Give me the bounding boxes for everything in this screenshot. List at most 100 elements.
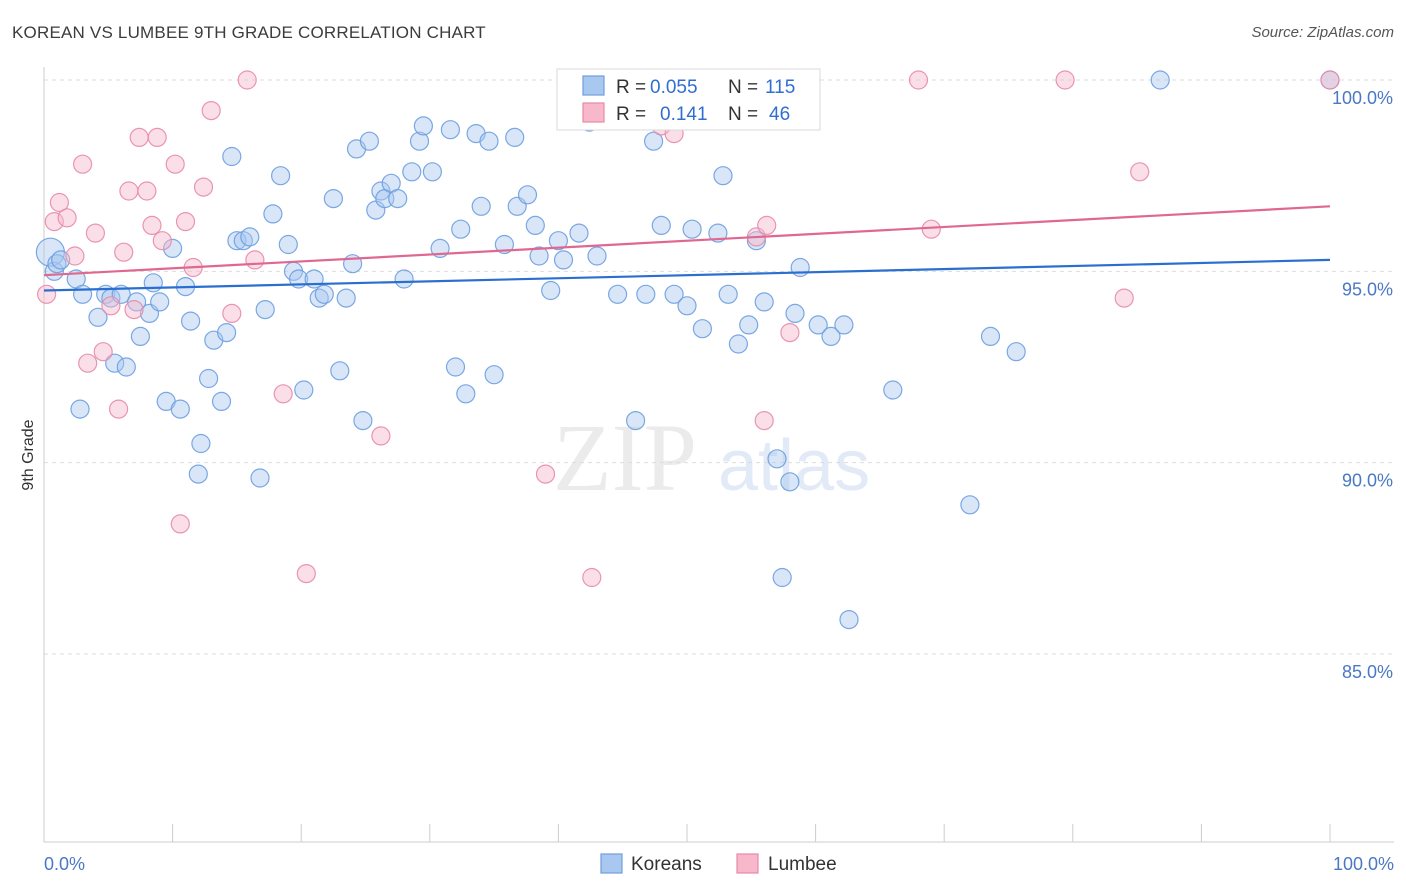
point-koreans	[105, 353, 125, 373]
point-koreans	[677, 296, 697, 316]
point-koreans	[718, 284, 738, 304]
point-koreans	[980, 326, 1001, 346]
point-koreans	[191, 433, 211, 454]
point-koreans	[278, 234, 298, 255]
point-koreans	[1006, 342, 1026, 362]
point-lumbee	[757, 215, 777, 235]
stats-legend-n-value-koreans: 115	[765, 77, 795, 98]
point-koreans	[636, 284, 656, 304]
trend-lines	[43, 205, 1331, 292]
point-lumbee	[201, 100, 221, 121]
point-lumbee	[49, 192, 70, 213]
point-lumbee	[152, 231, 172, 251]
watermark-zip: ZIP	[553, 404, 697, 511]
point-koreans	[713, 166, 733, 186]
point-koreans	[682, 219, 702, 239]
stats-legend-r-label-koreans: R =	[616, 77, 646, 98]
point-koreans	[525, 215, 545, 235]
point-koreans	[548, 231, 569, 251]
trend-line-koreans	[43, 258, 1331, 292]
point-koreans	[587, 246, 607, 266]
series-lumbee-points	[36, 70, 1340, 588]
y-tick-label: 90.0%	[1342, 471, 1393, 491]
point-koreans	[70, 399, 90, 419]
point-lumbee	[137, 181, 157, 201]
y-tick-label: 95.0%	[1342, 279, 1393, 299]
point-koreans	[728, 334, 749, 354]
point-koreans	[409, 131, 430, 151]
point-koreans	[883, 380, 903, 400]
x-axis-ticks	[43, 824, 1331, 842]
point-koreans	[821, 326, 841, 346]
point-koreans	[217, 323, 237, 343]
zipatlas-watermark: ZIP atlas	[553, 404, 870, 511]
point-lumbee	[108, 399, 129, 419]
point-lumbee	[245, 250, 265, 270]
point-lumbee	[78, 353, 98, 373]
point-koreans	[456, 384, 476, 404]
series-koreans-points	[35, 70, 1340, 630]
point-koreans	[494, 234, 514, 255]
point-lumbee	[535, 464, 556, 484]
point-koreans	[47, 254, 67, 274]
point-lumbee	[1114, 288, 1134, 308]
point-koreans	[188, 464, 208, 484]
point-koreans	[664, 284, 684, 304]
point-lumbee	[921, 219, 941, 239]
point-koreans	[569, 223, 589, 243]
stats-legend-r-value-koreans: 0.055	[650, 77, 698, 98]
point-koreans	[323, 189, 343, 209]
point-koreans	[116, 357, 136, 377]
y-axis-tick-labels: 100.0% 95.0% 90.0% 85.0%	[1332, 88, 1393, 682]
point-koreans	[607, 284, 628, 304]
point-koreans	[471, 196, 491, 216]
point-koreans	[790, 257, 810, 278]
point-koreans	[553, 250, 574, 270]
point-koreans	[255, 300, 275, 320]
point-lumbee	[908, 70, 929, 90]
y-tick-label: 100.0%	[1332, 88, 1393, 108]
x-tick-label: 0.0%	[44, 854, 85, 874]
chart-title: KOREAN VS LUMBEE 9TH GRADE CORRELATION C…	[12, 23, 486, 42]
point-koreans	[181, 311, 201, 331]
point-lumbee	[119, 181, 139, 201]
stats-legend-swatch-lumbee	[582, 102, 605, 123]
point-koreans	[88, 307, 108, 327]
point-koreans	[445, 357, 466, 377]
point-koreans	[250, 468, 270, 488]
point-lumbee	[93, 342, 113, 362]
point-koreans	[388, 189, 408, 209]
stats-legend-r-value-lumbee: 0.141	[660, 104, 708, 125]
stats-legend-n-value-lumbee: 46	[769, 104, 790, 125]
point-koreans	[422, 162, 442, 182]
point-koreans	[839, 609, 859, 630]
bottom-legend-swatch-koreans	[600, 853, 623, 874]
y-tick-label: 85.0%	[1342, 662, 1393, 682]
point-koreans	[785, 303, 805, 323]
y-axis-label: 9th Grade	[20, 419, 37, 490]
axes	[43, 67, 1394, 843]
point-koreans	[240, 227, 260, 247]
point-lumbee	[165, 154, 185, 174]
bottom-legend-label-lumbee: Lumbee	[768, 854, 837, 875]
point-lumbee	[124, 300, 144, 320]
bottom-legend: Koreans Lumbee	[600, 853, 837, 875]
point-koreans	[754, 292, 774, 312]
point-lumbee	[101, 296, 121, 316]
stats-legend-n-label-koreans: N =	[728, 77, 758, 98]
point-lumbee	[754, 411, 774, 431]
point-koreans	[808, 315, 828, 335]
point-koreans	[484, 365, 504, 385]
point-koreans	[359, 131, 379, 151]
point-koreans	[163, 238, 183, 258]
x-tick-label: 100.0%	[1333, 854, 1394, 874]
point-koreans	[767, 449, 787, 469]
point-lumbee	[222, 303, 242, 323]
point-lumbee	[72, 154, 93, 174]
point-koreans	[960, 495, 980, 515]
point-koreans	[314, 284, 334, 304]
point-lumbee	[57, 208, 77, 228]
point-koreans	[150, 292, 170, 312]
point-lumbee	[175, 212, 196, 232]
